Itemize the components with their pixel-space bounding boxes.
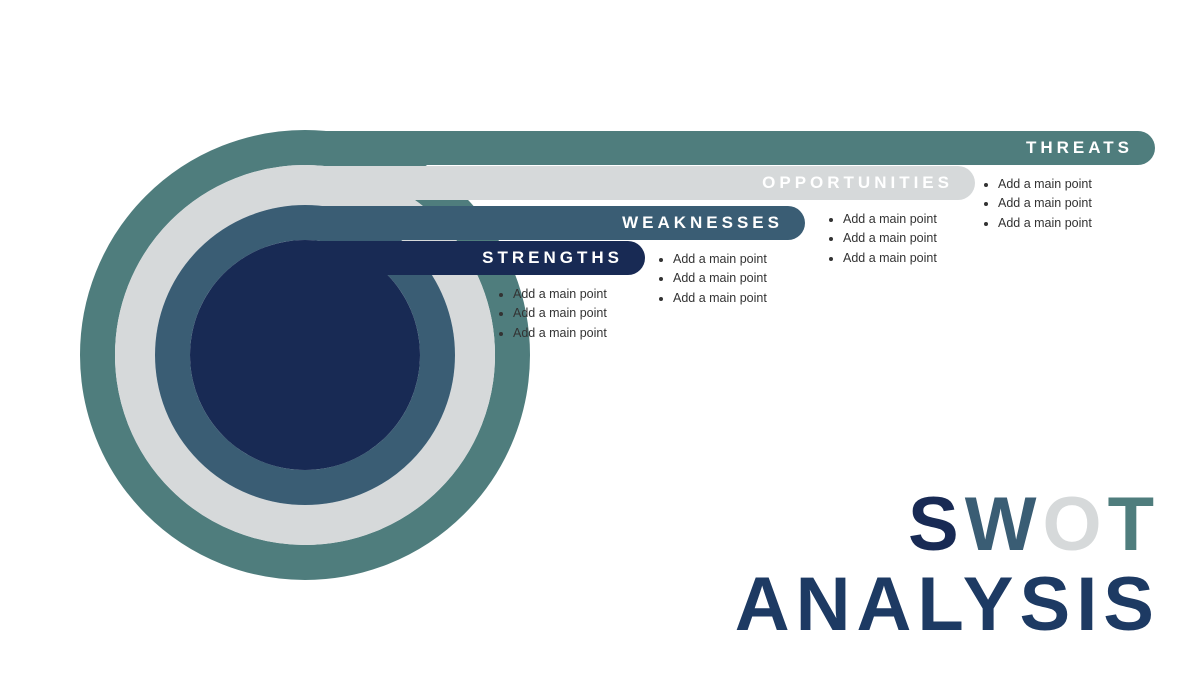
opportunities-bullets: Add a main pointAdd a main pointAdd a ma… <box>825 210 937 268</box>
weaknesses-point: Add a main point <box>673 269 767 288</box>
opportunities-point: Add a main point <box>843 249 937 268</box>
weaknesses-bar: WEAKNESSES <box>305 206 805 240</box>
weaknesses-label: WEAKNESSES <box>622 213 783 233</box>
swot-title: SWOT ANALYSIS <box>735 485 1160 645</box>
threats-point: Add a main point <box>998 194 1092 213</box>
strengths-bullets: Add a main pointAdd a main pointAdd a ma… <box>495 285 607 343</box>
analysis-word: ANALYSIS <box>735 565 1160 645</box>
strengths-point: Add a main point <box>513 285 607 304</box>
swot-diagram: THREATSAdd a main pointAdd a main pointA… <box>0 0 1200 675</box>
strengths-point: Add a main point <box>513 324 607 343</box>
opportunities-point: Add a main point <box>843 210 937 229</box>
weaknesses-bullets: Add a main pointAdd a main pointAdd a ma… <box>655 250 767 308</box>
strengths-label: STRENGTHS <box>482 248 623 268</box>
strengths-point: Add a main point <box>513 304 607 323</box>
swot-letter-t: T <box>1108 482 1160 567</box>
weaknesses-point: Add a main point <box>673 289 767 308</box>
weaknesses-point: Add a main point <box>673 250 767 269</box>
threats-point: Add a main point <box>998 175 1092 194</box>
threats-bar: THREATS <box>305 131 1155 165</box>
swot-letter-w: W <box>965 482 1043 567</box>
swot-letter-s: S <box>908 482 965 567</box>
swot-word: SWOT <box>735 485 1160 565</box>
threats-label: THREATS <box>1026 138 1133 158</box>
opportunities-label: OPPORTUNITIES <box>762 173 953 193</box>
threats-point: Add a main point <box>998 214 1092 233</box>
opportunities-bar: OPPORTUNITIES <box>305 166 975 200</box>
strengths-bar: STRENGTHS <box>305 241 645 275</box>
opportunities-point: Add a main point <box>843 229 937 248</box>
swot-letter-o: O <box>1042 482 1107 567</box>
threats-bullets: Add a main pointAdd a main pointAdd a ma… <box>980 175 1092 233</box>
